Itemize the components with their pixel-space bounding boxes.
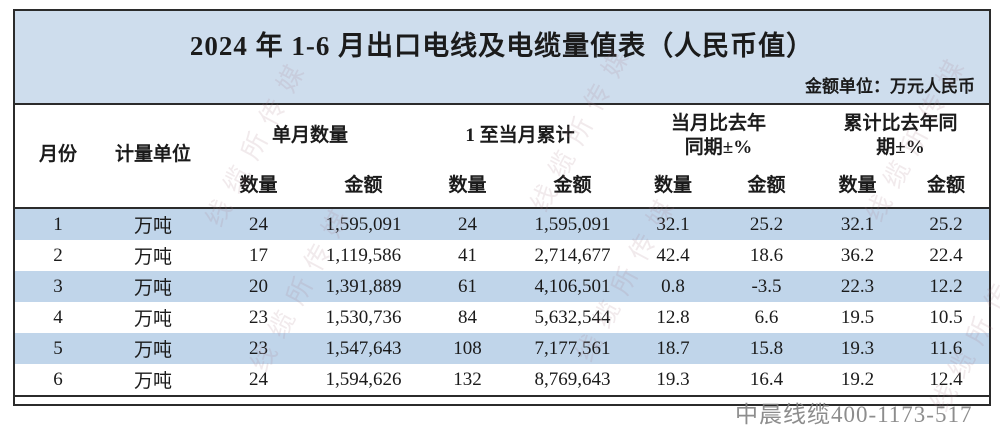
cell-month: 3 [53, 275, 63, 297]
cell-month-yoy-amt: 6.6 [754, 306, 779, 328]
cell-cum-amt: 7,177,561 [534, 337, 611, 359]
cell-cum-yoy-amt: 11.6 [929, 337, 963, 359]
cell-cum-amt: 8,769,643 [534, 368, 611, 390]
cell-month-yoy-qty: 0.8 [661, 275, 685, 297]
header-group-cum-yoy-line1: 累计比去年同 [843, 113, 958, 135]
table-header: 月份 计量单位 单月数量 1 至当月累计 当月比去年 同期±% 累计比去年同 期… [15, 105, 989, 207]
cell-month: 2 [53, 244, 63, 266]
cell-cum-amt: 2,714,677 [534, 244, 611, 266]
table-row: 1 万吨 24 1,595,091 24 1,595,091 32.1 25.2… [15, 209, 989, 240]
cell-cum-qty: 24 [458, 213, 477, 235]
cell-cum-qty: 61 [458, 275, 477, 297]
subheader-qty: 数量 [448, 175, 487, 197]
cell-monthly-amt: 1,594,626 [325, 368, 402, 390]
header-group-month-yoy: 当月比去年 同期±% [625, 105, 812, 167]
cell-cum-yoy-qty: 32.1 [840, 213, 875, 235]
subheader-amt: 金额 [747, 175, 786, 197]
cell-cum-amt: 4,106,501 [534, 275, 611, 297]
cell-cum-yoy-qty: 19.3 [840, 337, 875, 359]
cell-cum-amt: 1,595,091 [534, 213, 611, 235]
cell-month-yoy-amt: 18.6 [749, 244, 784, 266]
table-row: 5 万吨 23 1,547,643 108 7,177,561 18.7 15.… [15, 333, 989, 364]
cell-unit: 万吨 [133, 216, 172, 237]
cell-month-yoy-amt: 15.8 [749, 337, 784, 359]
cell-month: 4 [53, 306, 63, 328]
subheader-amt: 金额 [926, 175, 965, 197]
cell-monthly-qty: 24 [249, 213, 268, 235]
cell-cum-qty: 84 [458, 306, 477, 328]
cell-unit: 万吨 [133, 247, 172, 268]
export-table: 2024 年 1-6 月出口电线及电缆量值表（人民币值） 金额单位：万元人民币 … [13, 9, 991, 406]
cell-month-yoy-qty: 19.3 [656, 368, 690, 390]
cell-cum-qty: 108 [453, 337, 482, 359]
cell-cum-yoy-qty: 36.2 [840, 244, 875, 266]
cell-cum-yoy-qty: 19.5 [840, 306, 875, 328]
header-group-cum-yoy: 累计比去年同 期±% [812, 105, 989, 167]
subheader-qty: 数量 [239, 175, 278, 197]
cell-cum-yoy-amt: 12.4 [929, 368, 963, 390]
page-title: 2024 年 1-6 月出口电线及电缆量值表（人民币值） [189, 31, 815, 61]
cell-month-yoy-amt: 16.4 [749, 368, 784, 390]
table-row: 3 万吨 20 1,391,889 61 4,106,501 0.8 -3.5 … [15, 271, 989, 302]
cell-month-yoy-qty: 42.4 [656, 244, 690, 266]
cell-monthly-amt: 1,391,889 [325, 275, 402, 297]
cell-cum-yoy-amt: 25.2 [929, 213, 963, 235]
header-group-cum-yoy-line2: 期±% [876, 137, 925, 158]
cell-unit: 万吨 [133, 278, 172, 299]
table-row: 6 万吨 24 1,594,626 132 8,769,643 19.3 16.… [15, 364, 989, 395]
table-row: 2 万吨 17 1,119,586 41 2,714,677 42.4 18.6… [15, 240, 989, 271]
subheader-qty: 数量 [838, 175, 877, 197]
table-row: 4 万吨 23 1,530,736 84 5,632,544 12.8 6.6 … [15, 302, 989, 333]
header-unit: 计量单位 [114, 144, 191, 166]
cell-monthly-qty: 24 [249, 368, 268, 390]
cell-monthly-amt: 1,119,586 [325, 244, 402, 266]
cell-cum-yoy-qty: 22.3 [840, 275, 875, 297]
cell-monthly-qty: 20 [249, 275, 268, 297]
header-month: 月份 [38, 144, 77, 166]
cell-monthly-amt: 1,530,736 [325, 306, 402, 328]
cell-cum-yoy-amt: 12.2 [929, 275, 963, 297]
cell-month: 1 [53, 213, 63, 235]
header-group-month-yoy-line1: 当月比去年 [670, 113, 766, 135]
cell-month-yoy-amt: -3.5 [751, 275, 782, 297]
cell-monthly-amt: 1,595,091 [325, 213, 402, 235]
cell-monthly-qty: 17 [249, 244, 268, 266]
cell-cum-yoy-amt: 22.4 [929, 244, 963, 266]
cell-cum-amt: 5,632,544 [534, 306, 611, 328]
header-group-month-yoy-line2: 同期±% [684, 137, 753, 158]
cell-unit: 万吨 [133, 309, 172, 330]
cell-monthly-qty: 23 [249, 337, 268, 359]
table-body: 1 万吨 24 1,595,091 24 1,595,091 32.1 25.2… [15, 207, 989, 397]
cell-monthly-amt: 1,547,643 [325, 337, 402, 359]
cell-month-yoy-qty: 18.7 [656, 337, 690, 359]
cell-month: 6 [53, 368, 63, 390]
cell-cum-qty: 132 [453, 368, 482, 390]
cell-month-yoy-amt: 25.2 [749, 213, 784, 235]
cell-monthly-qty: 23 [249, 306, 268, 328]
cell-unit: 万吨 [133, 371, 172, 392]
subheader-amt: 金额 [553, 175, 592, 197]
cell-cum-yoy-qty: 19.2 [840, 368, 875, 390]
subheader-qty: 数量 [653, 175, 692, 197]
cell-cum-qty: 41 [458, 244, 477, 266]
cell-unit: 万吨 [133, 340, 172, 361]
cell-month-yoy-qty: 12.8 [656, 306, 690, 328]
subheader-amt: 金额 [344, 175, 383, 197]
title-band: 2024 年 1-6 月出口电线及电缆量值表（人民币值） 金额单位：万元人民币 [15, 11, 989, 105]
unit-note: 金额单位：万元人民币 [805, 77, 975, 96]
cell-cum-yoy-amt: 10.5 [929, 306, 963, 328]
cell-month-yoy-qty: 32.1 [656, 213, 690, 235]
header-group-cumulative: 1 至当月累计 [465, 125, 575, 147]
header-group-monthly: 单月数量 [271, 125, 348, 147]
cell-month: 5 [53, 337, 63, 359]
